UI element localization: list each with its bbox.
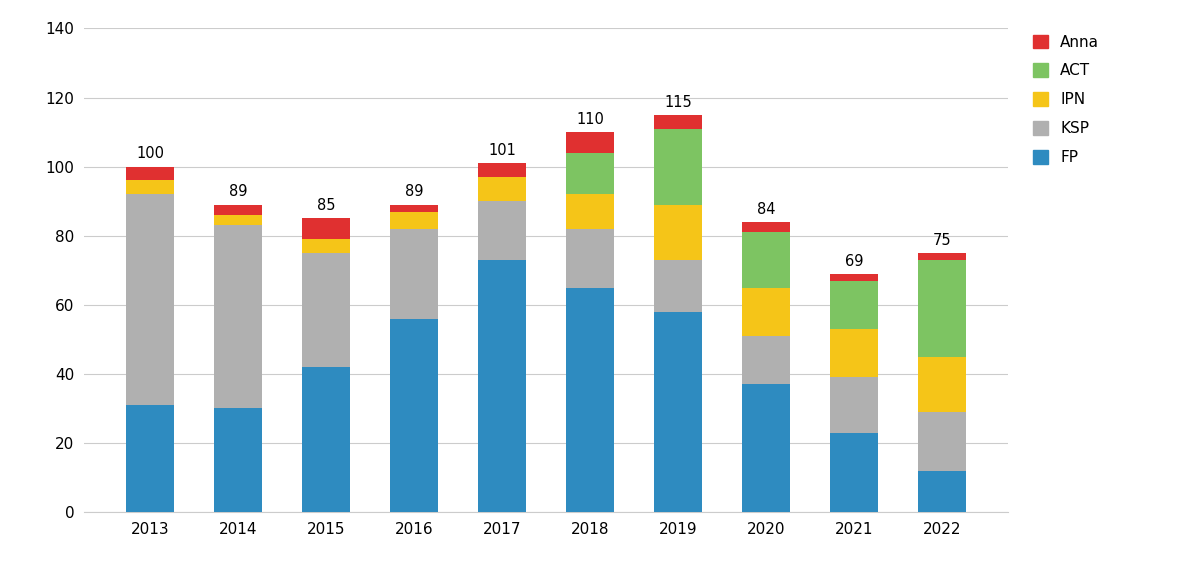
Bar (565, 229, 614, 287)
Bar (829, 377, 878, 432)
Bar (829, 274, 878, 281)
Bar (742, 384, 790, 512)
Bar (302, 239, 350, 253)
Bar (654, 129, 702, 205)
Bar (918, 412, 966, 471)
Bar (565, 287, 614, 512)
Bar (302, 253, 350, 367)
Bar (478, 260, 527, 512)
Bar (918, 253, 966, 260)
Bar (478, 177, 527, 201)
Bar (214, 205, 263, 215)
Bar (126, 167, 174, 180)
Bar (829, 329, 878, 377)
Bar (918, 471, 966, 512)
Bar (390, 319, 438, 512)
Text: 115: 115 (664, 94, 692, 110)
Bar (742, 336, 790, 384)
Text: 100: 100 (136, 146, 164, 162)
Text: 89: 89 (229, 184, 247, 200)
Bar (742, 222, 790, 232)
Text: 84: 84 (757, 202, 775, 217)
Bar (654, 312, 702, 512)
Bar (478, 201, 527, 260)
Bar (390, 212, 438, 229)
Bar (742, 232, 790, 287)
Bar (654, 115, 702, 129)
Bar (654, 205, 702, 260)
Text: 75: 75 (932, 233, 952, 248)
Bar (302, 367, 350, 512)
Bar (302, 218, 350, 239)
Bar (654, 260, 702, 312)
Bar (918, 357, 966, 412)
Bar (390, 205, 438, 212)
Bar (126, 194, 174, 405)
Legend: Anna, ACT, IPN, KSP, FP: Anna, ACT, IPN, KSP, FP (1026, 28, 1105, 171)
Text: 69: 69 (845, 254, 863, 269)
Bar (918, 260, 966, 357)
Bar (565, 194, 614, 229)
Bar (126, 180, 174, 194)
Text: 85: 85 (317, 198, 335, 213)
Bar (829, 432, 878, 512)
Text: 89: 89 (404, 184, 424, 200)
Bar (126, 405, 174, 512)
Text: 101: 101 (488, 143, 516, 158)
Bar (214, 225, 263, 409)
Text: 110: 110 (576, 112, 604, 127)
Bar (214, 409, 263, 512)
Bar (478, 163, 527, 177)
Bar (565, 153, 614, 194)
Bar (742, 287, 790, 336)
Bar (214, 215, 263, 225)
Bar (390, 229, 438, 319)
Bar (565, 132, 614, 153)
Bar (829, 281, 878, 329)
